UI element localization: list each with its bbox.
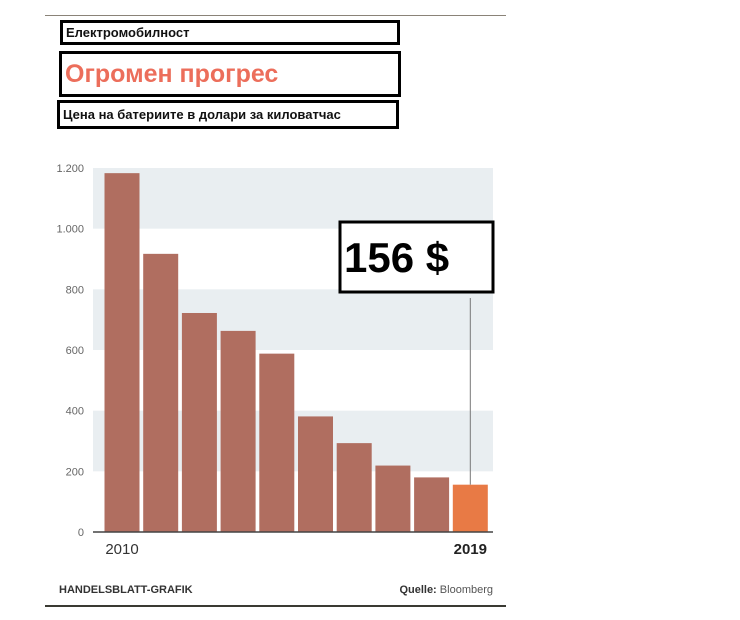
chart-title: Огромен прогрес: [59, 51, 401, 97]
y-tick-label: 600: [66, 345, 84, 357]
footer-source: Quelle: Bloomberg: [399, 584, 493, 596]
chart-subtitle: Цена на батериите в долари за киловатчас: [57, 100, 399, 129]
source-label: Quelle:: [399, 584, 437, 596]
bar-2013: [220, 330, 256, 532]
y-tick-label: 0: [78, 527, 84, 539]
bar-2017: [375, 465, 411, 532]
annotation-box: [338, 220, 495, 294]
y-tick-label: 1.200: [56, 163, 84, 175]
y-tick-label: 1.000: [56, 224, 84, 236]
annotation-value: 156 $: [344, 234, 449, 281]
bar-2018: [414, 477, 450, 532]
y-tick-label: 800: [66, 284, 84, 296]
bar-2014: [259, 353, 295, 532]
y-tick-label: 400: [66, 406, 84, 418]
kicker: Електромобилност: [60, 20, 400, 45]
x-tick-label-first: 2010: [105, 541, 138, 558]
y-tick-label: 200: [66, 466, 84, 478]
top-rule: [45, 15, 506, 16]
bar-2010: [104, 173, 140, 532]
bar-2012: [181, 312, 217, 532]
bar-2019: [452, 484, 488, 532]
x-tick-label-last: 2019: [454, 541, 487, 558]
bottom-rule: [45, 605, 506, 607]
footer-credit: HANDELSBLATT-GRAFIK: [59, 584, 193, 596]
bar-2011: [143, 253, 179, 533]
grid-band: [93, 168, 493, 229]
bar-2015: [298, 416, 333, 532]
source-name: Bloomberg: [439, 584, 493, 596]
bar-2016: [336, 443, 372, 532]
